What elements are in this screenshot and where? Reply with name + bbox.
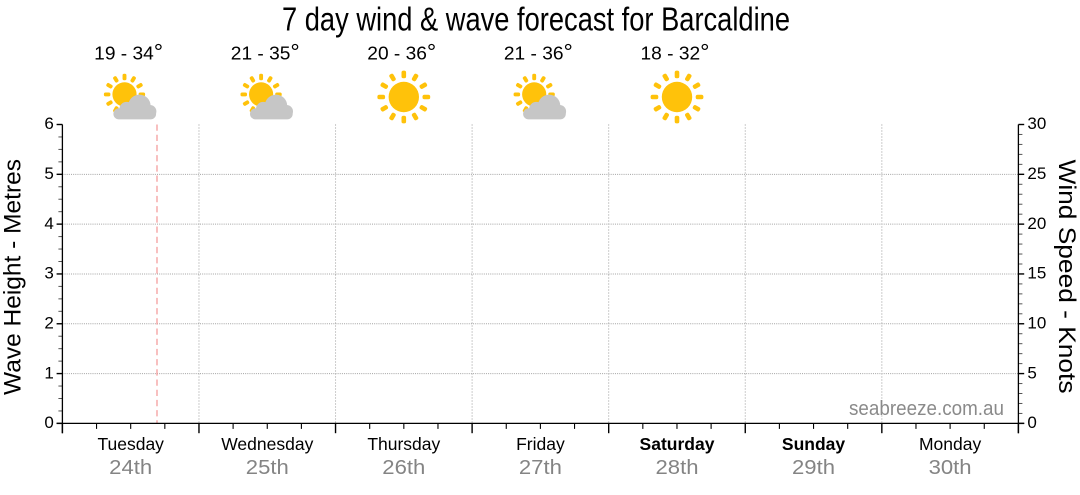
svg-text:26th: 26th (382, 457, 425, 479)
svg-text:5: 5 (1027, 363, 1036, 382)
svg-text:Monday: Monday (919, 434, 982, 454)
svg-text:28th: 28th (656, 457, 699, 479)
svg-text:30: 30 (1027, 114, 1046, 133)
svg-text:21 - 36°: 21 - 36 ° (504, 40, 573, 65)
svg-text:20: 20 (1027, 214, 1046, 233)
svg-text:21 - 35°: 21 - 35 ° (231, 40, 300, 65)
svg-text:24th: 24th (109, 457, 152, 479)
svg-text:2: 2 (44, 313, 53, 332)
svg-text:Wednesday: Wednesday (221, 434, 313, 454)
svg-text:10: 10 (1027, 313, 1046, 332)
svg-text:seabreeze.com.au: seabreeze.com.au (849, 398, 1004, 420)
svg-text:Wind Speed - Knots: Wind Speed - Knots (1053, 160, 1080, 394)
svg-text:6: 6 (44, 114, 53, 133)
svg-text:15: 15 (1027, 264, 1046, 283)
svg-text:Wave Height - Metres: Wave Height - Metres (0, 159, 26, 395)
svg-text:3: 3 (44, 264, 53, 283)
svg-text:5: 5 (44, 164, 53, 183)
svg-text:18 - 32°: 18 - 32 ° (641, 40, 710, 65)
svg-text:Friday: Friday (516, 434, 565, 454)
svg-text:Tuesday: Tuesday (97, 434, 164, 454)
svg-text:0: 0 (1027, 413, 1036, 432)
svg-text:20 - 36°: 20 - 36 ° (367, 40, 436, 65)
svg-text:1: 1 (44, 363, 53, 382)
svg-text:0: 0 (44, 413, 53, 432)
svg-text:25th: 25th (246, 457, 289, 479)
svg-text:Sunday: Sunday (782, 434, 845, 454)
svg-text:19 - 34°: 19 - 34 ° (94, 40, 163, 65)
svg-text:4: 4 (44, 214, 53, 233)
svg-text:25: 25 (1027, 164, 1046, 183)
svg-text:27th: 27th (519, 457, 562, 479)
svg-text:29th: 29th (792, 457, 835, 479)
svg-text:Saturday: Saturday (640, 434, 715, 454)
svg-text:30th: 30th (929, 457, 972, 479)
svg-text:7 day wind & wave forecast for: 7 day wind & wave forecast for Barcaldin… (282, 1, 790, 38)
svg-text:Thursday: Thursday (367, 434, 440, 454)
